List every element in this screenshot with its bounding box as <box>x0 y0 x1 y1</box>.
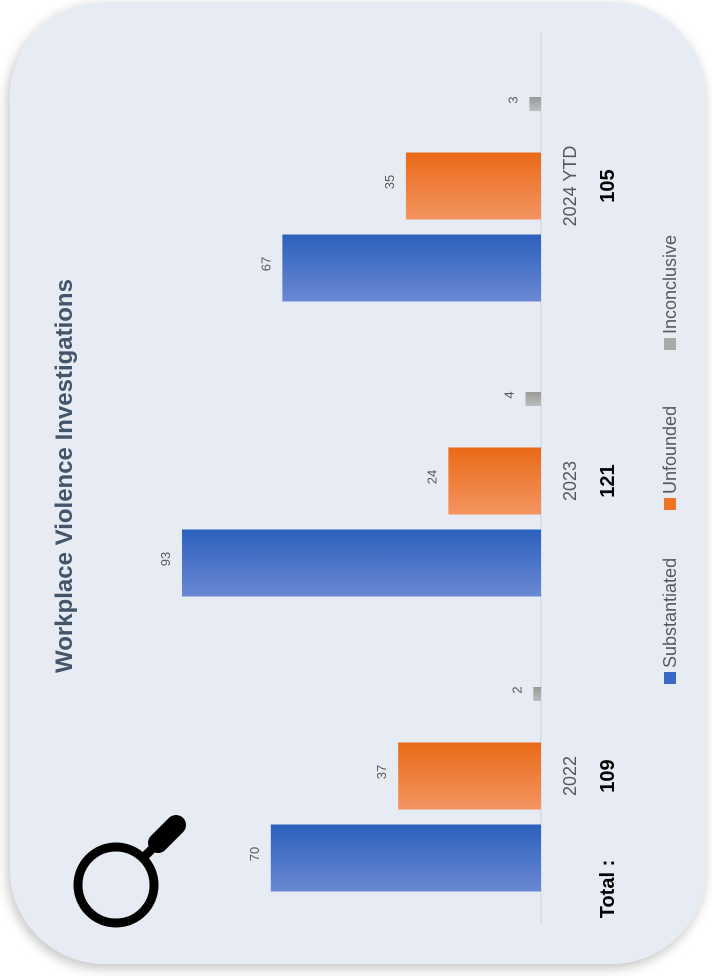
bar-unfounded-2024-ytd <box>405 152 541 220</box>
data-label-inconclusive-2024-ytd: 3 <box>505 96 520 103</box>
category-label-2022: 2022 <box>560 756 580 796</box>
bar-substantiated-2022 <box>270 824 541 892</box>
chart-title: Workplace Violence Investigations <box>51 279 78 673</box>
category-label-2024-ytd: 2024 YTD <box>560 146 580 227</box>
bar-substantiated-2023 <box>182 529 542 597</box>
bar-inconclusive-2024-ytd <box>529 97 541 111</box>
bar-inconclusive-2022 <box>533 687 542 701</box>
total-2022: 109 <box>597 759 619 792</box>
legend-label-unfounded: Unfounded <box>660 406 680 494</box>
total-2024-ytd: 105 <box>597 169 619 202</box>
bar-unfounded-2023 <box>448 447 541 515</box>
data-label-substantiated-2023: 93 <box>158 552 173 566</box>
category-label-2023: 2023 <box>560 461 580 501</box>
data-label-unfounded-2022: 37 <box>374 765 389 779</box>
legend-swatch-inconclusive <box>664 338 676 350</box>
magnifying-glass-icon <box>73 815 186 928</box>
bar-unfounded-2022 <box>398 742 541 810</box>
data-label-inconclusive-2023: 4 <box>502 391 517 398</box>
data-label-substantiated-2022: 70 <box>247 847 262 861</box>
legend-label-substantiated: Substantiated <box>660 558 680 668</box>
legend-swatch-unfounded <box>664 498 676 510</box>
totals-label: Total : <box>597 860 619 919</box>
data-label-unfounded-2023: 24 <box>424 470 439 484</box>
legend-label-inconclusive: Inconclusive <box>660 235 680 334</box>
data-label-unfounded-2024-ytd: 35 <box>382 175 397 189</box>
total-2023: 121 <box>597 464 619 497</box>
data-label-substantiated-2024-ytd: 67 <box>258 257 273 271</box>
bar-inconclusive-2023 <box>525 392 541 406</box>
legend-swatch-substantiated <box>664 672 676 684</box>
bar-substantiated-2024-ytd <box>282 234 541 302</box>
data-label-inconclusive-2022: 2 <box>509 686 524 693</box>
